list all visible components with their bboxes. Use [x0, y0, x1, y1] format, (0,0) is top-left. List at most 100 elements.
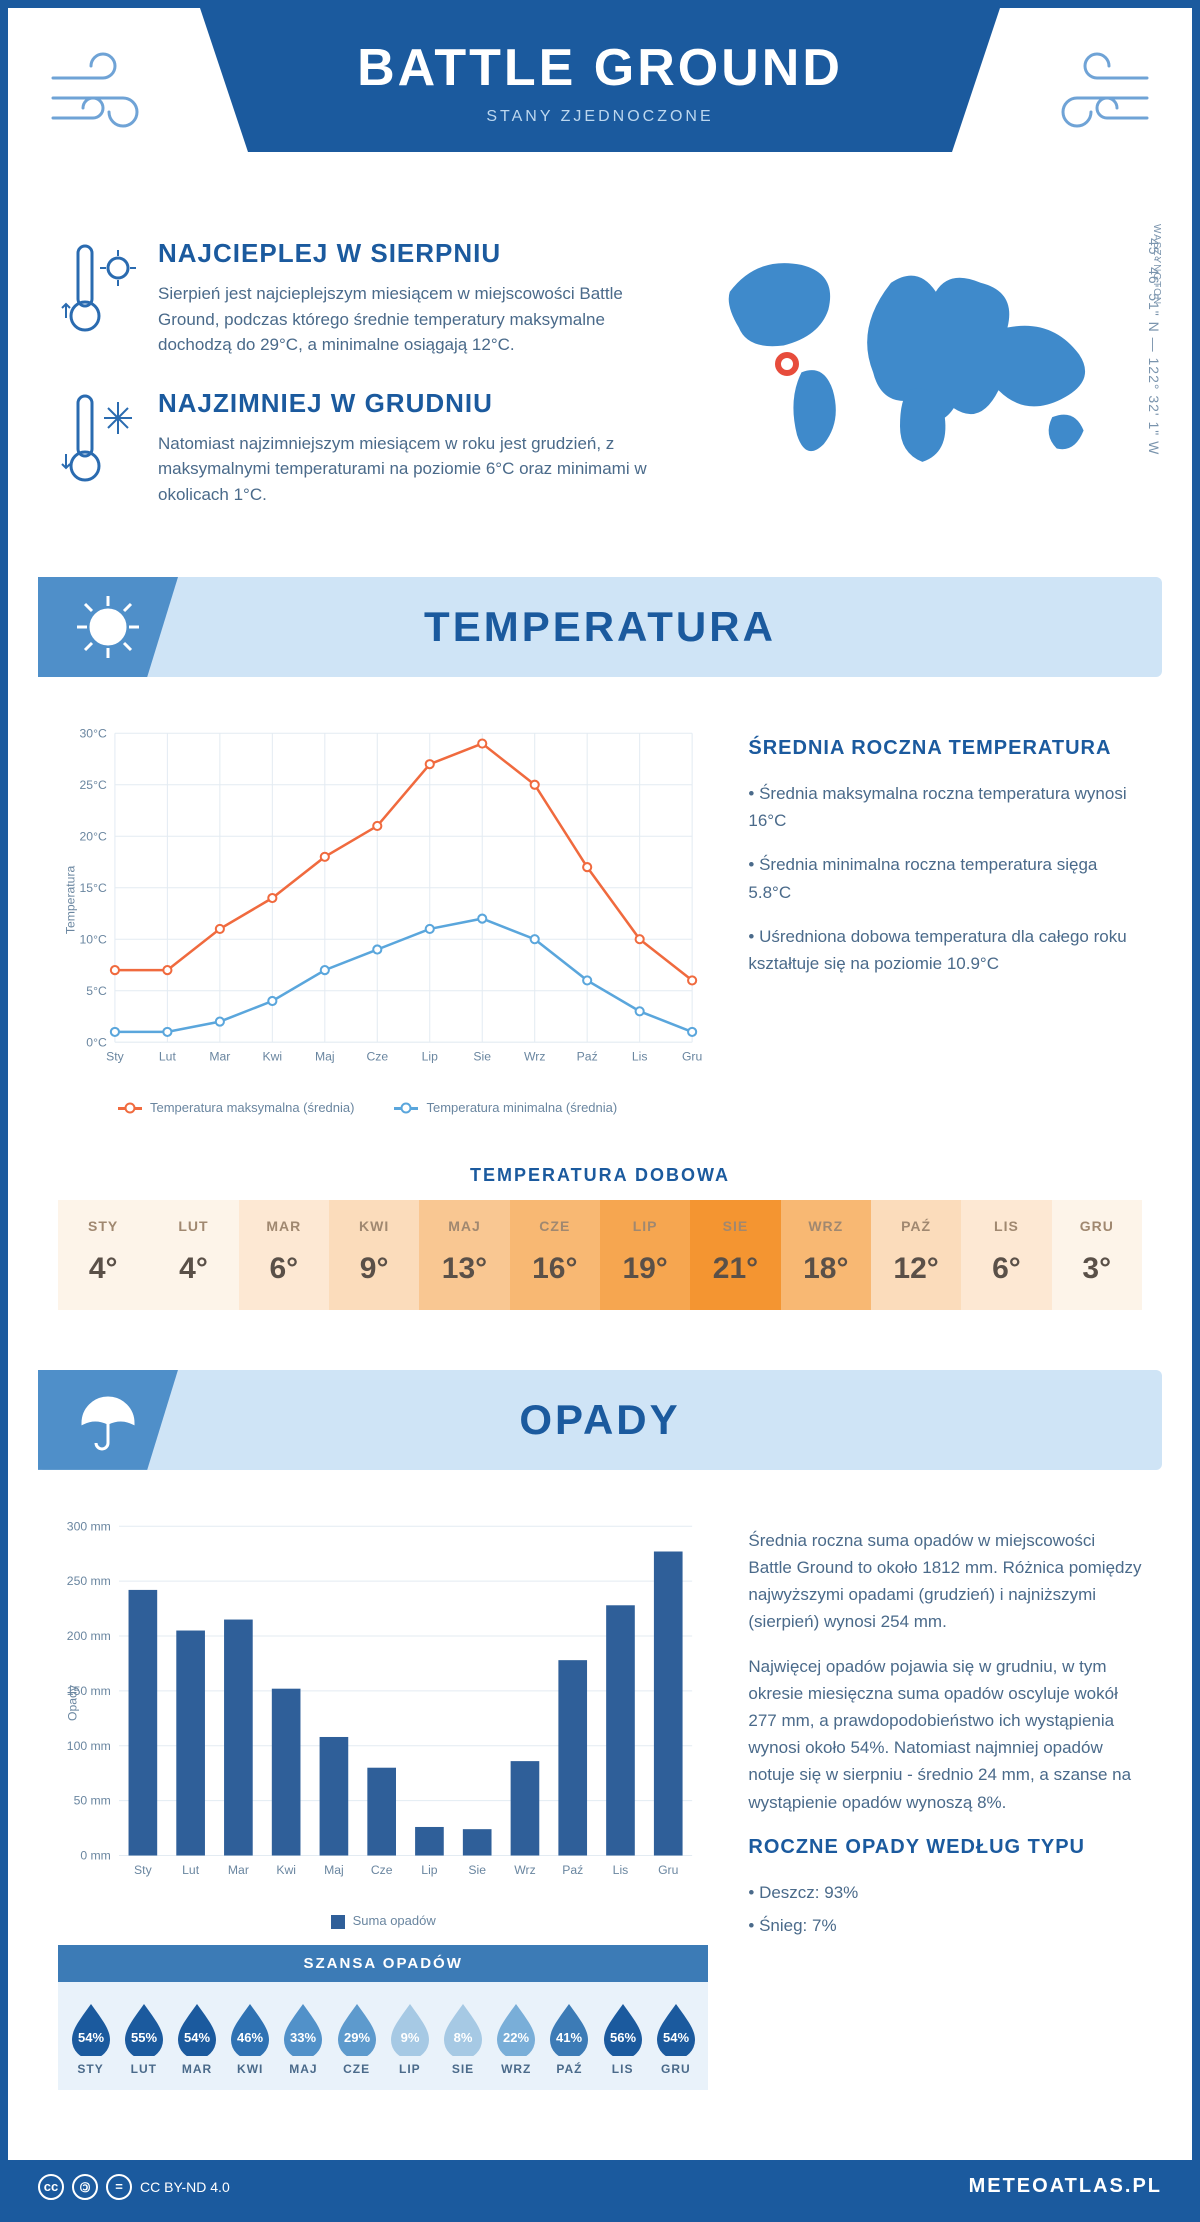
daily-temp-heatmap: STY 4° LUT 4° MAR 6° KWI 9° MAJ 13° CZE …	[58, 1200, 1142, 1310]
sun-icon	[38, 577, 178, 677]
avg-bullet: • Średnia maksymalna roczna temperatura …	[748, 780, 1142, 834]
daily-value: 6°	[239, 1252, 329, 1286]
chance-month: LIP	[383, 2062, 436, 2076]
chance-month: LIS	[596, 2062, 649, 2076]
chance-month: LUT	[117, 2062, 170, 2076]
chance-cell: 22% WRZ	[490, 2000, 543, 2076]
thermometer-hot-icon	[58, 238, 138, 358]
svg-text:Temperatura: Temperatura	[63, 865, 77, 934]
chance-cell: 33% MAJ	[277, 2000, 330, 2076]
by-icon: 🄯	[72, 2174, 98, 2200]
chance-cell: 41% PAŹ	[543, 2000, 596, 2076]
precip-chance-table: SZANSA OPADÓW 54% STY 55% LUT 54% MAR	[58, 1945, 708, 2090]
nd-icon: =	[106, 2174, 132, 2200]
daily-month: LUT	[148, 1218, 238, 1234]
daily-cell: WRZ 18°	[781, 1200, 871, 1310]
cc-icon: cc	[38, 2174, 64, 2200]
svg-text:Paź: Paź	[562, 1863, 583, 1877]
svg-text:Kwi: Kwi	[276, 1863, 296, 1877]
footer: cc 🄯 = CC BY-ND 4.0 METEOATLAS.PL	[8, 2160, 1192, 2214]
daily-value: 18°	[781, 1252, 871, 1286]
thermometer-cold-icon	[58, 388, 138, 508]
daily-value: 21°	[690, 1252, 780, 1286]
daily-month: MAJ	[419, 1218, 509, 1234]
svg-text:Gru: Gru	[682, 1049, 702, 1063]
svg-text:15°C: 15°C	[80, 881, 107, 895]
svg-text:10°C: 10°C	[80, 932, 107, 946]
svg-text:8%: 8%	[454, 2030, 473, 2045]
svg-text:54%: 54%	[78, 2030, 104, 2045]
daily-month: CZE	[510, 1218, 600, 1234]
chance-month: STY	[64, 2062, 117, 2076]
coldest-title: NAJZIMNIEJ W GRUDNIU	[158, 388, 654, 419]
header: BATTLE GROUND STANY ZJEDNOCZONE	[8, 8, 1192, 208]
daily-value: 4°	[58, 1252, 148, 1286]
daily-value: 16°	[510, 1252, 600, 1286]
chance-cell: 29% CZE	[330, 2000, 383, 2076]
precip-bar-chart: 0 mm50 mm100 mm150 mm200 mm250 mm300 mmS…	[58, 1510, 708, 2090]
chance-cell: 9% LIP	[383, 2000, 436, 2076]
chance-month: PAŹ	[543, 2062, 596, 2076]
chance-month: CZE	[330, 2062, 383, 2076]
daily-cell: GRU 3°	[1052, 1200, 1142, 1310]
daily-cell: CZE 16°	[510, 1200, 600, 1310]
svg-text:Sty: Sty	[106, 1049, 125, 1063]
avg-bullet: • Średnia minimalna roczna temperatura s…	[748, 851, 1142, 905]
chance-cell: 54% MAR	[170, 2000, 223, 2076]
wind-icon	[48, 48, 168, 157]
warmest-text: Sierpień jest najcieplejszym miesiącem w…	[158, 281, 654, 358]
umbrella-icon	[38, 1370, 178, 1470]
svg-text:Kwi: Kwi	[263, 1049, 283, 1063]
svg-text:22%: 22%	[503, 2030, 529, 2045]
svg-text:Opady: Opady	[65, 1684, 79, 1721]
daily-cell: LIP 19°	[600, 1200, 690, 1310]
svg-text:9%: 9%	[400, 2030, 419, 2045]
svg-text:Sie: Sie	[468, 1863, 486, 1877]
svg-text:Lis: Lis	[632, 1049, 648, 1063]
precip-summary: Średnia roczna suma opadów w miejscowośc…	[748, 1510, 1142, 2090]
daily-month: PAŹ	[871, 1218, 961, 1234]
intro-section: NAJCIEPLEJ W SIERPNIU Sierpień jest najc…	[8, 208, 1192, 577]
daily-temp-title: TEMPERATURA DOBOWA	[8, 1165, 1192, 1186]
svg-text:Sie: Sie	[473, 1049, 491, 1063]
daily-cell: SIE 21°	[690, 1200, 780, 1310]
daily-month: MAR	[239, 1218, 329, 1234]
chance-cell: 46% KWI	[224, 2000, 277, 2076]
daily-month: SIE	[690, 1218, 780, 1234]
title-banner: BATTLE GROUND STANY ZJEDNOCZONE	[200, 8, 1000, 152]
svg-text:300 mm: 300 mm	[67, 1519, 111, 1533]
svg-text:0 mm: 0 mm	[80, 1848, 110, 1862]
daily-cell: MAR 6°	[239, 1200, 329, 1310]
svg-text:Cze: Cze	[371, 1863, 393, 1877]
daily-cell: PAŹ 12°	[871, 1200, 961, 1310]
brand: METEOATLAS.PL	[969, 2175, 1162, 2198]
legend-sum: Suma opadów	[353, 1913, 436, 1928]
svg-text:Wrz: Wrz	[514, 1863, 535, 1877]
svg-text:Lut: Lut	[182, 1863, 200, 1877]
svg-text:20°C: 20°C	[80, 829, 107, 843]
svg-text:46%: 46%	[237, 2030, 263, 2045]
svg-text:Mar: Mar	[209, 1049, 230, 1063]
bytype-item: • Śnieg: 7%	[748, 1912, 1142, 1939]
svg-text:Maj: Maj	[315, 1049, 335, 1063]
wind-icon	[1032, 48, 1152, 157]
avg-bullet: • Uśredniona dobowa temperatura dla całe…	[748, 923, 1142, 977]
daily-value: 6°	[961, 1252, 1051, 1286]
precip-title: OPADY	[519, 1396, 680, 1444]
svg-text:Paź: Paź	[577, 1049, 598, 1063]
temperature-title: TEMPERATURA	[424, 603, 776, 651]
precip-bytype-title: ROCZNE OPADY WEDŁUG TYPU	[748, 1836, 1142, 1859]
svg-text:30°C: 30°C	[80, 726, 107, 740]
temperature-line-chart: 0°C5°C10°C15°C20°C25°C30°CStyLutMarKwiMa…	[58, 717, 708, 1115]
license-text: CC BY-ND 4.0	[140, 2179, 230, 2195]
svg-text:41%: 41%	[556, 2030, 582, 2045]
chance-cell: 55% LUT	[117, 2000, 170, 2076]
svg-text:55%: 55%	[131, 2030, 157, 2045]
daily-cell: LIS 6°	[961, 1200, 1051, 1310]
coldest-text: Natomiast najzimniejszym miesiącem w rok…	[158, 431, 654, 508]
avg-title: ŚREDNIA ROCZNA TEMPERATURA	[748, 737, 1142, 760]
svg-text:200 mm: 200 mm	[67, 1629, 111, 1643]
precip-header: OPADY	[38, 1370, 1162, 1470]
chance-month: MAJ	[277, 2062, 330, 2076]
chance-cell: 8% SIE	[436, 2000, 489, 2076]
